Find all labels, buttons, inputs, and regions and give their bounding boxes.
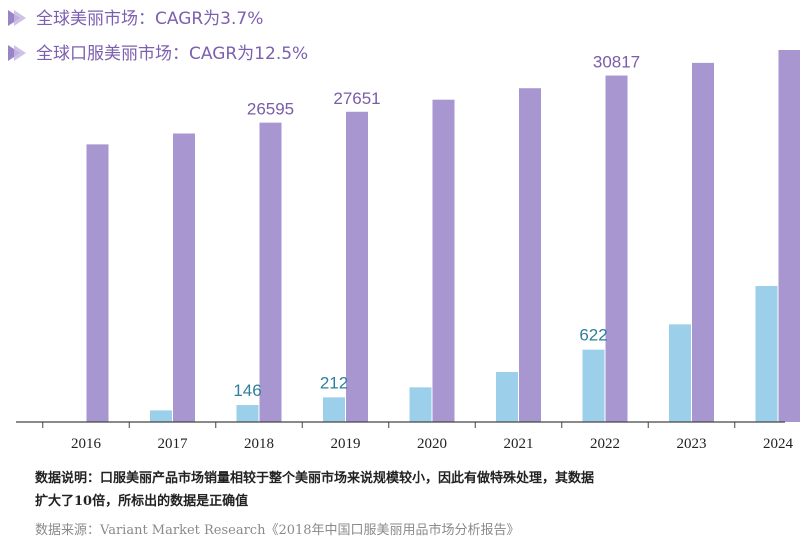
x-tick-label: 2018 (244, 436, 274, 452)
triangle-right-icon (14, 10, 26, 26)
data-note-line-2: 扩大了10倍，所标出的数据是正确值 (35, 494, 249, 509)
bar-global-beauty (519, 88, 541, 422)
bar-global-beauty (778, 50, 800, 422)
data-note-line-1: 数据说明：口服美丽产品市场销量相较于整个美丽市场来说规模较小，因此有做特殊处理，… (35, 471, 595, 486)
bar-oral-beauty (755, 286, 778, 422)
bar-oral-beauty (496, 372, 518, 422)
bar-oral-beauty (582, 349, 605, 422)
triangle-right-icon (14, 45, 26, 61)
bars (86, 50, 800, 423)
x-tick-label: 2017 (158, 436, 189, 452)
data-label-oral-beauty: 146 (233, 381, 261, 400)
bar-oral-beauty (150, 410, 172, 422)
data-label-oral-beauty: 622 (579, 326, 607, 345)
data-note: 数据说明：口服美丽产品市场销量相较于整个美丽市场来说规模较小，因此有做特殊处理，… (35, 467, 775, 513)
bar-oral-beauty (409, 387, 432, 422)
x-tick-label: 2016 (71, 436, 102, 452)
bar-global-beauty (86, 144, 109, 423)
bar-global-beauty (692, 62, 714, 422)
x-tick-label: 2019 (331, 436, 361, 452)
x-axis: 2016 2017 2018 2019 2020 2021 2022 2023 2024 (16, 421, 794, 452)
x-tick-label: 2022 (590, 436, 620, 452)
data-label-oral-beauty: 212 (320, 373, 348, 392)
bar-global-beauty (173, 133, 195, 423)
bar-oral-beauty (669, 324, 691, 422)
data-label-global-beauty: 27651 (333, 89, 380, 108)
value-labels: 26595 146 27651 212 30817 622 (233, 53, 640, 400)
legend-entry: 全球口服美丽市场：CAGR为12.5% (8, 44, 308, 64)
legend-label: 全球美丽市场：CAGR为3.7% (36, 9, 263, 29)
bar-global-beauty (432, 99, 455, 422)
x-tick-label: 2024 (763, 436, 794, 452)
bar-oral-beauty (323, 397, 345, 422)
legend-entry: 全球美丽市场：CAGR为3.7% (8, 9, 263, 29)
legend-label: 全球口服美丽市场：CAGR为12.5% (36, 44, 308, 64)
x-tick-label: 2023 (677, 436, 707, 452)
data-label-global-beauty: 26595 (247, 100, 294, 119)
bar-global-beauty (346, 111, 368, 423)
bar-global-beauty (605, 75, 628, 422)
bar-oral-beauty (236, 405, 259, 422)
legend: 全球美丽市场：CAGR为3.7% 全球口服美丽市场：CAGR为12.5% (8, 9, 308, 64)
bar-global-beauty (259, 122, 282, 423)
x-tick-label: 2021 (504, 436, 534, 452)
x-tick-label: 2020 (417, 436, 447, 452)
data-label-global-beauty: 30817 (593, 53, 640, 72)
data-source: 数据来源：Variant Market Research《2018年中国口服美丽… (35, 523, 520, 538)
